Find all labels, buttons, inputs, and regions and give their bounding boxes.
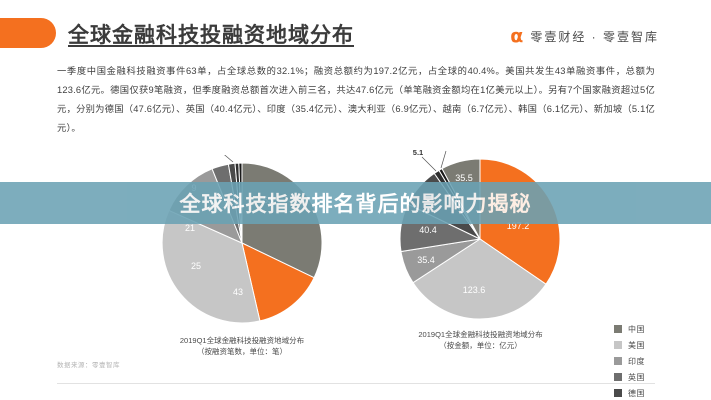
pie-chart-amount: 197.2 123.6 35.4 40.4 35.5 5.1 3.3 2019Q… xyxy=(368,147,593,359)
source-note: 数据来源：零壹智库 xyxy=(57,362,120,369)
legend-swatch-us xyxy=(614,341,622,349)
header: 全球金融科技投融资地域分布 α 零壹财经 · 零壹智库 xyxy=(0,0,711,58)
legend-swatch-de xyxy=(614,389,622,397)
pie-right-value-fr: 3.3 xyxy=(443,147,453,149)
legend-item-in: 印度 xyxy=(614,353,694,369)
legend-item-cn: 中国 xyxy=(614,321,694,337)
legend-label-cn: 中国 xyxy=(628,324,645,334)
bottom-divider xyxy=(57,383,655,384)
page-title: 全球金融科技投融资地域分布 xyxy=(68,24,354,47)
legend-label-de: 德国 xyxy=(628,388,645,398)
legend-label-uk: 英国 xyxy=(628,372,645,382)
pie-right-value-us: 123.6 xyxy=(463,285,486,295)
legend-swatch-cn xyxy=(614,325,622,333)
pie-right-value-cn: 197.2 xyxy=(507,221,530,231)
pie-right-value-uk: 40.4 xyxy=(419,225,437,235)
legend-swatch-uk xyxy=(614,373,622,381)
pie-slice-us-amt xyxy=(412,238,547,320)
pie-left-value-in: 25 xyxy=(191,261,201,271)
overlay-banner: 全球科技指数排名背后的影响力揭秘 xyxy=(0,182,711,224)
intro-paragraph: 一季度中国金融科技融资事件63单，占全球总数的32.1%；融资总额约为197.2… xyxy=(57,66,655,133)
pie-left-caption: 2019Q1全球金融科技投融资地域分布 （按融资笔数，单位：笔） xyxy=(179,336,305,356)
legend-label-us: 美国 xyxy=(628,340,645,350)
pie-right-value-in: 35.4 xyxy=(417,255,435,265)
overlay-headline: 全球科技指数排名背后的影响力揭秘 xyxy=(179,193,532,216)
pie-right-value-sg: 5.1 xyxy=(413,148,423,157)
header-accent-pill xyxy=(0,18,56,48)
brand-logo: α 零壹财经 · 零壹智库 xyxy=(510,27,659,46)
alpha-logo-icon: α xyxy=(510,25,524,47)
pie-slice-us xyxy=(161,209,261,324)
legend-label-in: 印度 xyxy=(628,356,645,366)
legend-item-uk: 英国 xyxy=(614,369,694,385)
brand-name-label: 零壹财经 · 零壹智库 xyxy=(530,30,659,44)
pie-right-svg: 197.2 123.6 35.4 40.4 35.5 5.1 3.3 xyxy=(399,147,561,320)
charts-region: 63 43 25 21 9 4 2019Q1全球金融科技投融资地域分布 （按融资… xyxy=(0,145,711,398)
pie-right-caption: 2019Q1全球金融科技投融资地域分布 （按金额，单位：亿元） xyxy=(418,330,543,350)
pie-right-value-other: 35.5 xyxy=(455,173,473,183)
legend-item-us: 美国 xyxy=(614,337,694,353)
pie-left-value-us: 43 xyxy=(233,287,243,297)
pie-left-value-uk: 21 xyxy=(185,223,195,233)
legend-swatch-in xyxy=(614,357,622,365)
legend-item-de: 德国 xyxy=(614,385,694,400)
pie-slice-other xyxy=(241,242,315,322)
chart-legend: 中国 美国 印度 英国 德国 新加坡 xyxy=(614,321,694,400)
